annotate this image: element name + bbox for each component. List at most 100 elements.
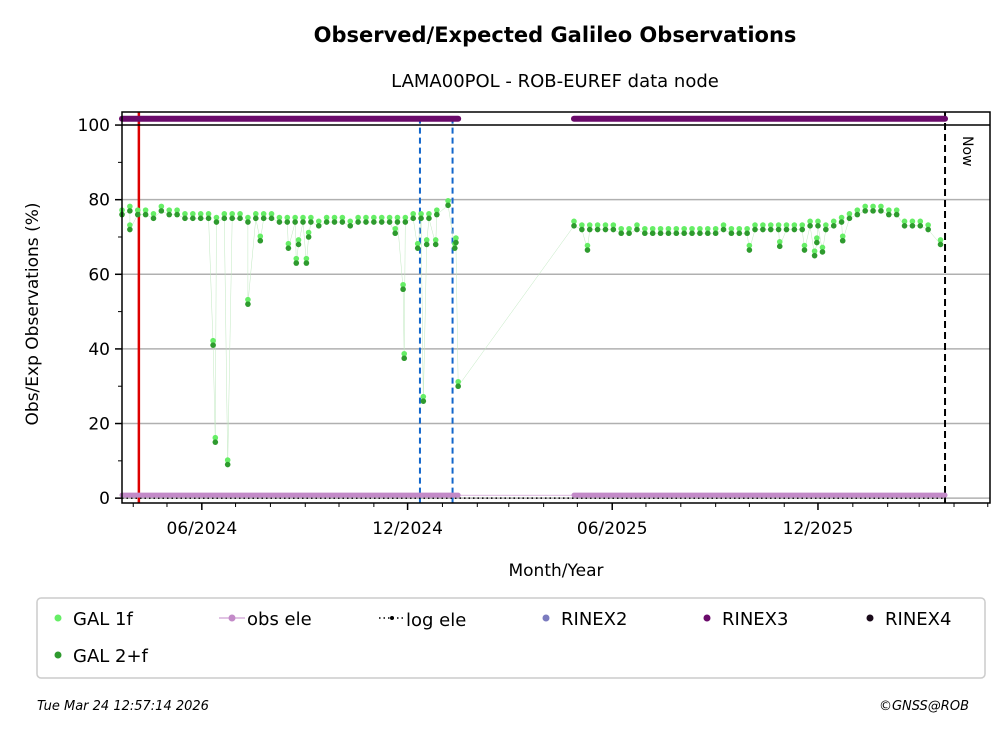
gal1f-point [268,211,275,217]
gal1f-point [252,211,259,217]
gal2f-point [158,208,165,214]
gal1f-point [210,337,216,344]
gal1f-point [347,218,354,225]
legend-marker-obs-ele [228,614,236,622]
gal1f-point [400,281,406,288]
gal1f-point [586,222,593,228]
gal1f-point [697,225,703,232]
gal1f-point [823,222,829,228]
gal1f-point [618,225,625,232]
gal2f-point [815,222,821,229]
gal1f-point [402,214,409,221]
gal2f-point [602,226,609,233]
gal2f-point [697,230,703,237]
gal1f-point [401,350,408,357]
legend-label: RINEX4 [885,609,951,630]
x-tick-label: 12/2025 [783,519,854,539]
gal2f-point [284,219,291,225]
gal2f-point [166,211,173,218]
gal2f-point [434,211,440,218]
gal1f-point [392,225,399,232]
gal1f-point [293,255,300,262]
gal2f-point [402,219,409,225]
gal1f-point [245,296,251,303]
gal2f-point [410,215,417,222]
gal1f-point [305,229,312,236]
gal1f-point [434,207,440,213]
gal1f-point [158,203,165,210]
gal1f-point [418,211,424,217]
gal1f-point [712,225,719,232]
gal1f-point [224,457,231,463]
gal2f-point [134,211,141,218]
gal1f-point [602,222,609,228]
gal2f-point [426,215,432,222]
gal1f-point [720,222,727,228]
gal2f-point [423,241,430,248]
gal2f-point [392,230,399,237]
gal2f-point [728,230,735,237]
gal2f-point [586,226,593,233]
gal2f-point [775,226,782,233]
legend-marker-rinex4 [866,614,874,622]
gal2f-point [237,215,243,222]
gal2f-point [212,439,219,445]
gal1f-point [814,235,820,241]
gal1f-point [292,214,298,221]
gal1f-point [878,203,884,210]
gal1f-point [245,214,251,221]
legend-label: RINEX2 [561,609,627,630]
gal2f-point [807,222,813,229]
gal2f-point [127,226,133,233]
gal2f-point [303,260,310,266]
legend-label: GAL 2+f [73,646,149,667]
gal1f-point [862,203,868,210]
gal2f-point [285,245,292,251]
gal2f-point [878,208,884,214]
gal2f-point [414,245,421,251]
gal2f-point [323,219,330,225]
gal2f-point [190,215,196,222]
gal2f-point [584,247,591,253]
gal2f-point [293,260,300,266]
gal2f-point [783,226,790,233]
gal2f-point [571,222,577,229]
gal2f-point [400,286,406,293]
gal1f-point [285,240,292,247]
plot-frame [121,111,991,504]
gal1f-point [801,242,808,249]
gal1f-point [673,225,680,232]
gal2f-point [386,219,393,225]
gal1f-point [339,214,346,221]
gal1f-point [830,218,837,225]
gal1f-point [378,214,385,221]
gal1f-point [807,218,813,225]
gal1f-point [174,207,180,213]
gal2f-point [229,215,235,222]
gal2f-point [418,215,424,222]
gal2f-point [305,234,312,240]
chart-title: Observed/Expected Galileo Observations [314,23,797,47]
gal1f-point [728,225,735,232]
gal1f-point [689,225,695,232]
gal2f-point [720,226,727,233]
gal2f-point [308,219,314,225]
legend-gal1f: GAL 1f [54,609,133,630]
gal1f-point [420,393,427,400]
gal1f-point [303,255,310,262]
gal2f-point [886,211,892,218]
gal1f-point [445,197,451,204]
gal1f-point [854,207,861,213]
gal1f-point [657,225,664,232]
y-axis-label: Obs/Exp Observations (%) [23,203,43,426]
footer-credit: ©GNSS@ROB [879,699,969,714]
event-lines [137,112,947,503]
gal1f-point [423,237,430,243]
gal2f-point [838,219,845,225]
gal1f-point [142,207,149,213]
gal2f-point [799,226,806,233]
gal1f-point [363,214,369,221]
gal2f-point [401,355,408,362]
gal1f-point [626,225,632,232]
gal1f-point [917,218,924,225]
